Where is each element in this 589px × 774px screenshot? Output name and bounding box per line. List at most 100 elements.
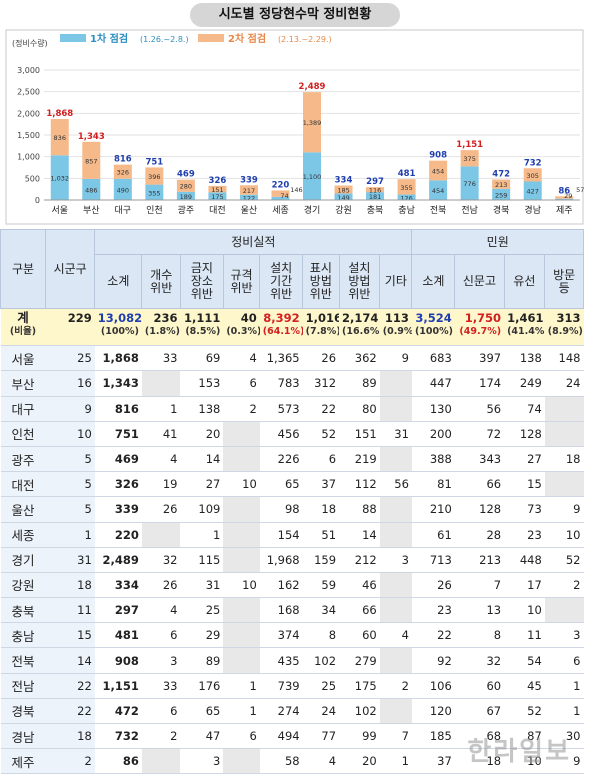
legend-label: 1차 점검 bbox=[90, 32, 128, 45]
data-label-1st: 122 bbox=[243, 194, 255, 202]
value-cell: 26 bbox=[141, 572, 181, 599]
value-cell: 4 bbox=[141, 597, 181, 624]
data-label-2nd: 375 bbox=[463, 155, 475, 163]
value-cell bbox=[379, 396, 412, 422]
value-cell: 138 bbox=[180, 396, 224, 422]
total-percent: (100%) bbox=[100, 326, 139, 338]
value-cell: 51 bbox=[302, 522, 340, 548]
value-cell: 47 bbox=[180, 723, 224, 750]
value-cell: 120 bbox=[411, 698, 455, 725]
total-cell: 313 (8.9%) bbox=[544, 308, 584, 347]
region-cell: 광주 bbox=[0, 446, 46, 473]
value-cell: 494 bbox=[259, 723, 303, 750]
table-row: 대구 9 816 1 138 2 573 22 80 130 56 74 bbox=[0, 396, 584, 422]
total-cell: 3,524 (100%) bbox=[411, 308, 455, 347]
value-cell: 102 bbox=[302, 647, 340, 674]
bar-2nd bbox=[113, 164, 132, 179]
y-axis-label: (정비수량) bbox=[12, 38, 48, 48]
value-cell: 6 bbox=[141, 622, 181, 649]
y-tick-label: 2,500 bbox=[17, 88, 40, 97]
data-label-2nd: 1,389 bbox=[303, 119, 322, 127]
y-tick-label: 3,000 bbox=[17, 66, 40, 75]
legend-period: (1.26.~2.8.) bbox=[140, 35, 189, 44]
value-cell: 98 bbox=[259, 496, 303, 523]
value-cell: 10 bbox=[223, 471, 260, 498]
bar-1st bbox=[82, 178, 101, 200]
value-cell: 168 bbox=[259, 597, 303, 624]
data-label-1st: 259 bbox=[495, 191, 507, 199]
total-value: 8,392 bbox=[263, 311, 300, 326]
x-tick-label: 대전 bbox=[209, 205, 226, 216]
data-label-2nd: 857 bbox=[85, 157, 97, 165]
value-cell: 573 bbox=[259, 396, 303, 422]
x-tick-label: 전북 bbox=[430, 205, 447, 216]
value-cell: 87 bbox=[504, 723, 545, 750]
x-tick-label: 제주 bbox=[556, 205, 573, 216]
total-cell: 2,174 (16.6%) bbox=[339, 308, 380, 347]
table-row: 부산 16 1,343 153 6 783 312 89 447 174 249 24 bbox=[0, 370, 584, 397]
data-label-total: 86 bbox=[558, 186, 570, 196]
sigungu-cell: 22 bbox=[45, 698, 95, 725]
value-cell: 60 bbox=[454, 673, 505, 699]
value-cell: 6 bbox=[223, 370, 260, 397]
total-label-ratio: (비율) bbox=[9, 326, 37, 338]
total-percent: (7.8%) bbox=[305, 326, 340, 338]
value-cell: 112 bbox=[339, 471, 380, 498]
total-cell: 8,392 (64.1%) bbox=[259, 308, 303, 347]
total-sigungu: 229 bbox=[45, 308, 95, 347]
value-cell: 249 bbox=[504, 370, 545, 397]
value-cell: 22 bbox=[411, 622, 455, 649]
value-cell: 67 bbox=[454, 698, 505, 725]
bar-2nd bbox=[271, 190, 290, 197]
value-cell bbox=[141, 370, 181, 397]
value-cell: 2 bbox=[379, 673, 412, 699]
value-cell: 19 bbox=[141, 471, 181, 498]
bar-1st bbox=[334, 193, 353, 200]
value-cell bbox=[379, 698, 412, 725]
sigungu-cell: 25 bbox=[45, 345, 95, 372]
value-cell: 683 bbox=[411, 345, 455, 372]
value-cell: 37 bbox=[302, 471, 340, 498]
table-row: 충북 11 297 4 25 168 34 66 23 13 10 bbox=[0, 597, 584, 624]
data-label-1st: 1,100 bbox=[303, 173, 322, 181]
bar-1st bbox=[50, 155, 69, 200]
total-value: 40 bbox=[240, 311, 257, 326]
sigungu-cell: 16 bbox=[45, 370, 95, 397]
value-cell: 6 bbox=[302, 446, 340, 473]
chart-title: 시도별 정당현수막 정비현황 bbox=[190, 3, 400, 27]
data-label-total: 472 bbox=[492, 170, 510, 180]
value-cell: 24 bbox=[302, 698, 340, 725]
value-cell: 447 bbox=[411, 370, 455, 397]
data-label-total: 297 bbox=[366, 177, 384, 187]
value-cell bbox=[223, 547, 260, 573]
value-cell bbox=[379, 496, 412, 523]
value-cell: 28 bbox=[454, 522, 505, 548]
value-cell bbox=[223, 622, 260, 649]
value-cell: 397 bbox=[454, 345, 505, 372]
data-label-total: 816 bbox=[114, 155, 132, 165]
data-label-2nd: 116 bbox=[369, 187, 381, 195]
data-label-total: 751 bbox=[145, 157, 163, 167]
value-cell: 3 bbox=[180, 748, 224, 774]
table-row: 경기 31 2,489 32 115 1,968 159 212 3 713 213 448 52 bbox=[0, 547, 584, 573]
total-percent: (16.6%) bbox=[342, 326, 380, 338]
bar-1st bbox=[429, 180, 448, 200]
value-cell bbox=[223, 496, 260, 523]
subtotal-cell: 751 bbox=[94, 421, 142, 447]
data-label-2nd: 146 bbox=[290, 186, 302, 194]
region-cell: 충북 bbox=[0, 597, 46, 624]
value-cell: 41 bbox=[141, 421, 181, 447]
total-percent: (0.3%) bbox=[226, 326, 260, 338]
y-tick-label: 500 bbox=[25, 174, 40, 183]
value-cell: 226 bbox=[259, 446, 303, 473]
value-cell: 32 bbox=[454, 647, 505, 674]
value-cell: 4 bbox=[302, 748, 340, 774]
value-cell: 1,968 bbox=[259, 547, 303, 573]
data-label-2nd: 305 bbox=[526, 172, 538, 180]
subtotal-cell: 334 bbox=[94, 572, 142, 599]
x-tick-label: 경북 bbox=[493, 204, 510, 216]
value-cell: 2 bbox=[223, 396, 260, 422]
region-cell: 전북 bbox=[0, 647, 46, 674]
value-cell: 58 bbox=[259, 748, 303, 774]
header-subtotal: 소계 bbox=[94, 254, 143, 310]
